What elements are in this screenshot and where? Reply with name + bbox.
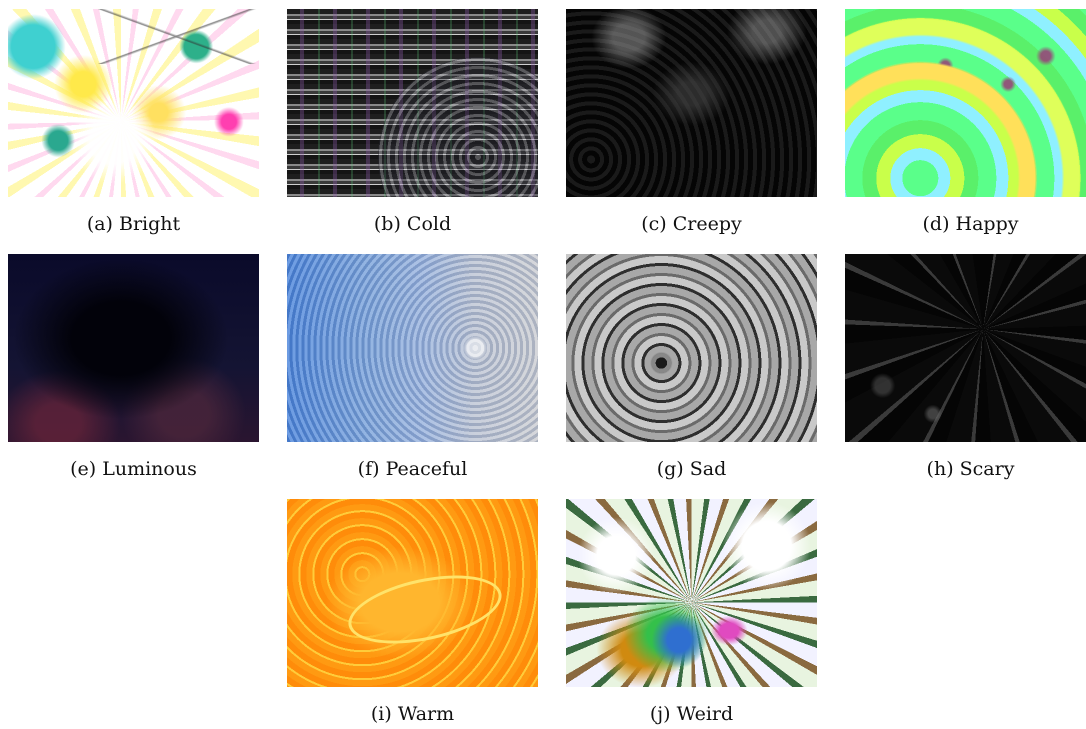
panel-image-luminous xyxy=(8,254,259,442)
figure-panel-happy: (d) Happy xyxy=(845,9,1086,235)
panel-caption: (g) Sad xyxy=(656,458,727,480)
panel-image-cold xyxy=(287,9,538,197)
figure-panel-peaceful: (f) Peaceful xyxy=(287,254,538,480)
panel-image-bright xyxy=(8,9,259,197)
panel-caption: (d) Happy xyxy=(922,213,1019,235)
panel-caption: (a) Bright xyxy=(86,213,181,235)
panel-caption: (e) Luminous xyxy=(70,458,197,480)
panel-image-creepy xyxy=(566,9,817,197)
panel-image-sad xyxy=(566,254,817,442)
figure-panel-creepy: (c) Creepy xyxy=(566,9,817,235)
figure-panel-luminous: (e) Luminous xyxy=(8,254,259,480)
figure-panel-bright: (a) Bright xyxy=(8,9,259,235)
panel-caption: (b) Cold xyxy=(373,213,452,235)
panel-caption: (c) Creepy xyxy=(641,213,742,235)
panel-caption: (f) Peaceful xyxy=(357,458,468,480)
panel-image-peaceful xyxy=(287,254,538,442)
figure-panel-scary: (h) Scary xyxy=(845,254,1086,480)
panel-image-happy xyxy=(845,9,1086,197)
figure-panel-weird: (j) Weird xyxy=(566,499,817,725)
panel-caption: (i) Warm xyxy=(370,703,455,725)
panel-caption: (j) Weird xyxy=(649,703,734,725)
panel-caption: (h) Scary xyxy=(926,458,1015,480)
figure-panel-sad: (g) Sad xyxy=(566,254,817,480)
panel-image-scary xyxy=(845,254,1086,442)
panel-image-warm xyxy=(287,499,538,687)
figure-panel-warm: (i) Warm xyxy=(287,499,538,725)
panel-image-weird xyxy=(566,499,817,687)
figure-panel-cold: (b) Cold xyxy=(287,9,538,235)
